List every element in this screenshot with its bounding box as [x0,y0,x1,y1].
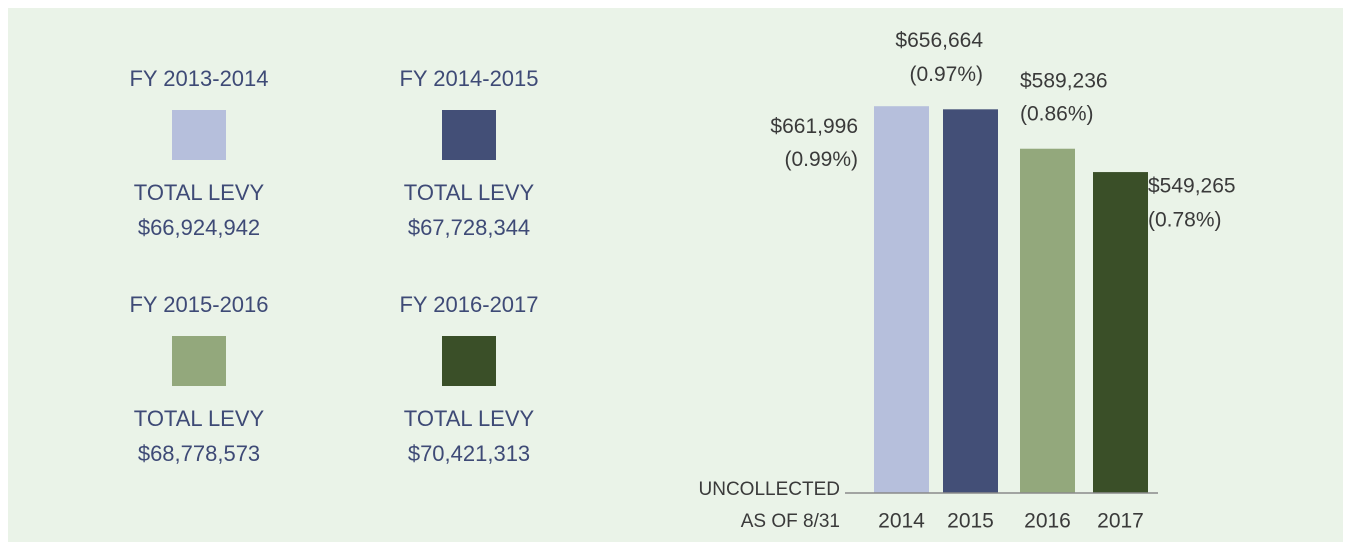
legend-title: FY 2014-2015 [399,66,538,91]
levy-amount: $66,924,942 [138,215,260,240]
levy-amount: $67,728,344 [408,215,530,240]
bar [1093,172,1148,493]
levy-amount: $68,778,573 [138,441,260,466]
levy-label: TOTAL LEVY [404,406,535,431]
axis-label: AS OF 8/31 [741,511,840,532]
legend-title: FY 2013-2014 [129,66,268,91]
value-label: $661,996 [770,115,858,138]
levy-label: TOTAL LEVY [134,180,265,205]
levy-label: TOTAL LEVY [404,180,535,205]
legend-title: FY 2015-2016 [129,292,268,317]
legend-swatch [172,110,226,160]
x-tick-label: 2014 [878,510,925,533]
levy-amount: $70,421,313 [408,441,530,466]
value-label: $656,664 [895,29,983,52]
axis-label: UNCOLLECTED [699,479,840,500]
bar [943,109,998,493]
levy-label: TOTAL LEVY [134,406,265,431]
x-tick-label: 2016 [1024,510,1071,533]
share-label: (0.99%) [784,148,858,171]
value-label: $589,236 [1020,69,1108,92]
x-tick-label: 2015 [947,510,994,533]
share-label: (0.78%) [1148,209,1222,232]
share-label: (0.97%) [909,63,983,86]
legend-title: FY 2016-2017 [399,292,538,317]
legend-swatch [442,336,496,386]
bar [874,106,929,493]
x-tick-label: 2017 [1097,510,1144,533]
legend-swatch [442,110,496,160]
bar [1020,148,1075,493]
value-label: $549,265 [1148,175,1236,198]
legend-swatch [172,336,226,386]
share-label: (0.86%) [1020,102,1094,125]
